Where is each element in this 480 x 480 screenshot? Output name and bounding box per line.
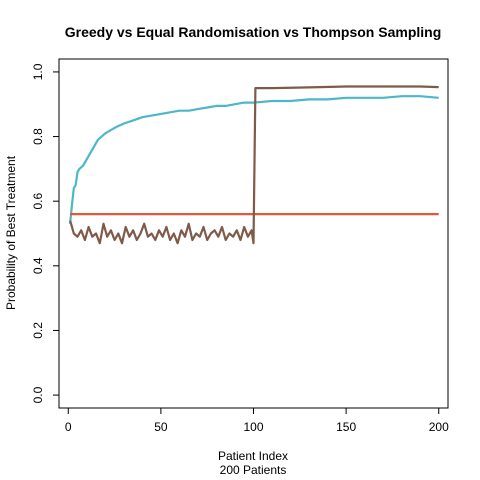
x-tick-label: 50 [154,420,168,434]
y-tick-label: 0.0 [31,386,45,403]
x-axis: 0 50 100 150 200 [65,407,449,434]
x-axis-label: Patient Index [218,449,288,463]
x-tick-label: 100 [243,420,263,434]
x-tick-label: 0 [65,420,72,434]
x-tick-label: 150 [336,420,356,434]
y-axis-label: Probability of Best Treatment [4,155,18,310]
y-tick-label: 0.8 [31,128,45,145]
y-tick-label: 0.2 [31,322,45,339]
x-tick-label: 200 [429,420,449,434]
y-tick-label: 0.4 [31,257,45,274]
chart-title: Greedy vs Equal Randomisation vs Thompso… [65,24,442,40]
y-axis: 0.0 0.2 0.4 0.6 0.8 1.0 [31,63,60,403]
series-layer [69,85,439,245]
y-tick-label: 1.0 [31,63,45,80]
y-tick-label: 0.6 [31,193,45,210]
series-line-3 [69,85,439,245]
x-axis-sublabel: 200 Patients [220,463,287,477]
series-line-1 [69,95,439,224]
